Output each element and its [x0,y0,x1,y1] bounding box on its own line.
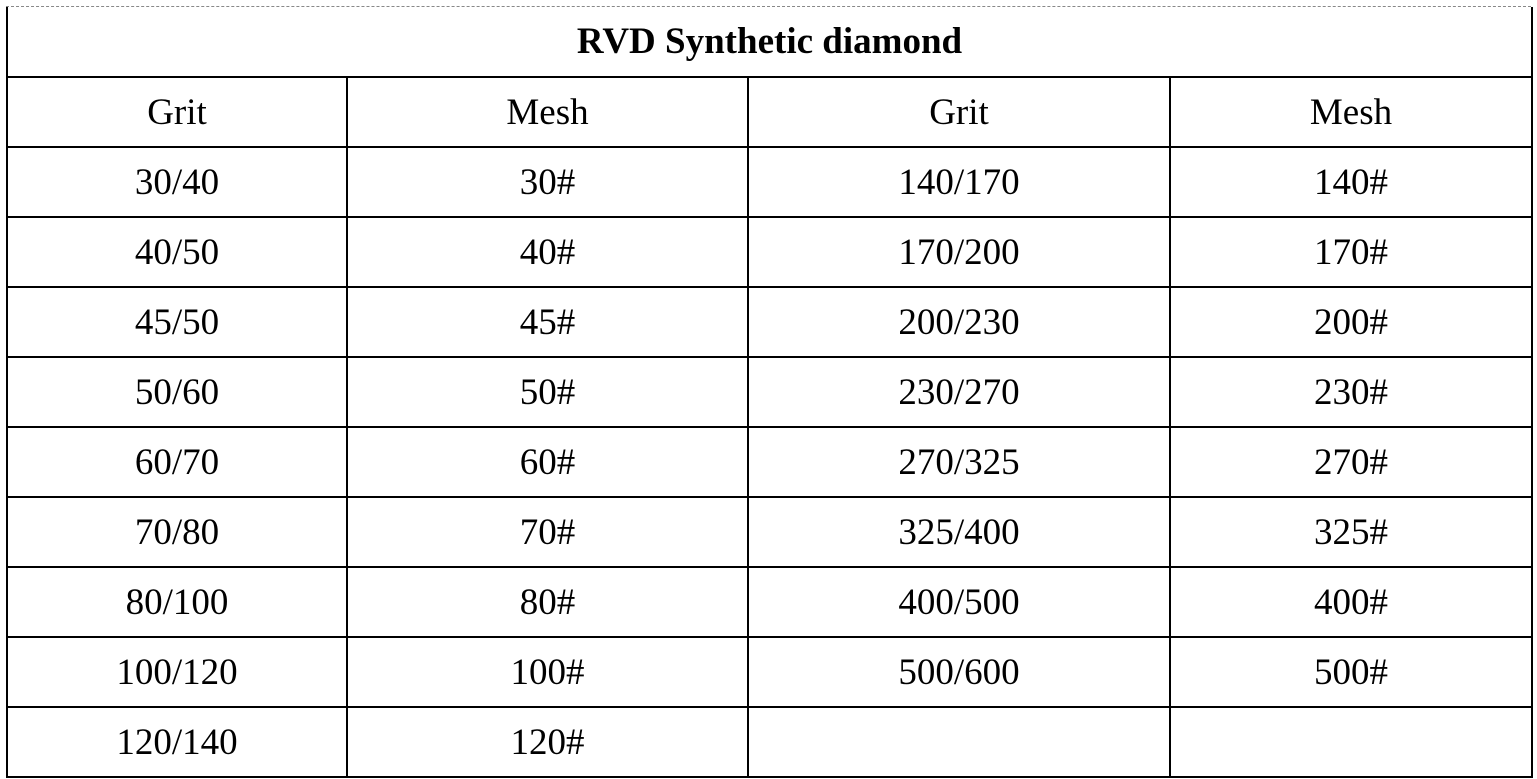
mesh-cell: 100# [346,636,749,708]
grit-cell: 400/500 [747,566,1171,638]
mesh-cell: 30# [346,146,749,218]
mesh-cell: 40# [346,216,749,288]
header-grit-right: Grit [747,76,1171,148]
table-row: 45/50 45# 200/230 200# [6,286,1534,358]
table-title: RVD Synthetic diamond [5,7,1534,78]
mesh-cell: 80# [346,566,749,638]
grit-cell: 325/400 [747,496,1171,568]
grit-cell: 230/270 [747,356,1171,428]
mesh-cell: 500# [1168,636,1534,708]
header-grit-left: Grit [6,76,348,148]
table-header-row: Grit Mesh Grit Mesh [6,76,1534,148]
table-row: 70/80 70# 325/400 325# [6,496,1534,568]
mesh-cell: 270# [1168,426,1534,498]
mesh-cell: 50# [346,356,749,428]
grit-cell: 140/170 [747,146,1171,218]
table-row: 40/50 40# 170/200 170# [6,216,1534,288]
mesh-cell: 170# [1168,216,1534,288]
grit-cell: 30/40 [6,146,348,218]
empty-cell [747,706,1171,778]
grit-cell: 50/60 [6,356,348,428]
mesh-cell: 120# [346,706,749,778]
mesh-cell: 140# [1168,146,1534,218]
grit-cell: 500/600 [747,636,1171,708]
mesh-cell: 400# [1168,566,1534,638]
grit-cell: 170/200 [747,216,1171,288]
mesh-cell: 70# [346,496,749,568]
grit-cell: 60/70 [6,426,348,498]
grit-cell: 270/325 [747,426,1171,498]
grit-cell: 45/50 [6,286,348,358]
table-row: 50/60 50# 230/270 230# [6,356,1534,428]
grit-cell: 100/120 [6,636,348,708]
grit-cell: 70/80 [6,496,348,568]
table-row: 120/140 120# [6,706,1534,778]
mesh-cell: 325# [1168,496,1534,568]
grit-cell: 200/230 [747,286,1171,358]
table-row: 30/40 30# 140/170 140# [6,146,1534,218]
table-row: 60/70 60# 270/325 270# [6,426,1534,498]
table-title-row: RVD Synthetic diamond [5,7,1534,78]
header-mesh-left: Mesh [346,76,749,148]
table-row: 80/100 80# 400/500 400# [6,566,1534,638]
grit-mesh-table: RVD Synthetic diamond Grit Mesh Grit Mes… [5,7,1534,778]
mesh-cell: 230# [1168,356,1534,428]
grit-cell: 80/100 [6,566,348,638]
mesh-cell: 60# [346,426,749,498]
header-mesh-right: Mesh [1168,76,1534,148]
grit-cell: 40/50 [6,216,348,288]
page-top-dashed-edge [6,6,1531,776]
grit-cell: 120/140 [6,706,348,778]
mesh-cell: 45# [346,286,749,358]
empty-cell [1168,706,1534,778]
table-row: 100/120 100# 500/600 500# [6,636,1534,708]
mesh-cell: 200# [1168,286,1534,358]
